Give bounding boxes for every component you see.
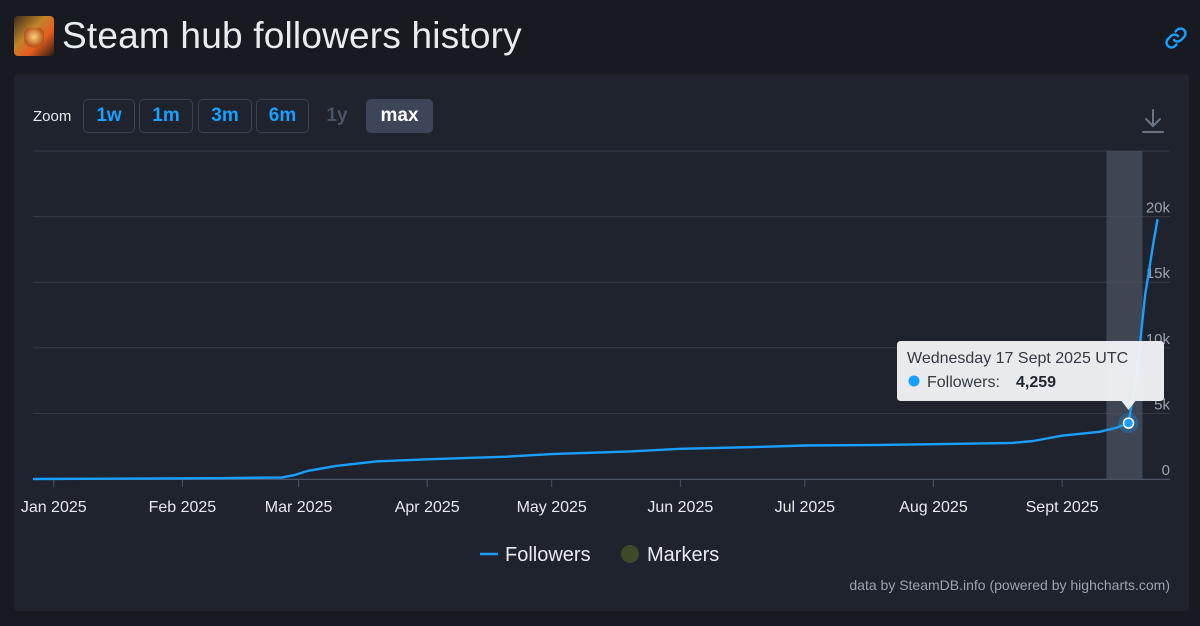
x-tick-label: May 2025 — [517, 499, 587, 516]
zoom-6m-button[interactable]: 6m — [256, 99, 309, 133]
chart-panel: Zoom 1w 1m 3m 6m 1y max 0 5k 10k 15k 20k Jan … — [14, 74, 1189, 611]
zoom-3m-button[interactable]: 3m — [198, 99, 252, 133]
x-tick-label: Mar 2025 — [265, 499, 333, 516]
x-tick-label: Feb 2025 — [149, 499, 217, 516]
y-tick-label: 15k — [1146, 265, 1171, 282]
legend-markers-label[interactable]: Markers — [647, 544, 719, 566]
x-tick-label: Jan 2025 — [21, 499, 87, 516]
tooltip-value: 4,259 — [1016, 374, 1056, 391]
zoom-1m-button[interactable]: 1m — [139, 99, 193, 133]
tooltip-series-label: Followers: — [927, 374, 1000, 391]
x-tick-label: Apr 2025 — [395, 499, 460, 516]
x-tick-label: Jul 2025 — [775, 499, 836, 516]
tooltip-series-dot — [908, 375, 920, 387]
x-tick-label: Aug 2025 — [899, 499, 968, 516]
zoom-label: Zoom — [33, 108, 72, 125]
page-header: Steam hub followers history — [14, 14, 522, 58]
y-tick-label: 20k — [1146, 200, 1171, 217]
credit-text[interactable]: data by SteamDB.info (powered by highcha… — [849, 577, 1170, 593]
download-icon[interactable] — [1141, 108, 1165, 134]
hover-point — [1122, 417, 1135, 429]
zoom-1y-button: 1y — [314, 99, 360, 133]
zoom-max-button[interactable]: max — [366, 99, 433, 133]
legend-followers-label[interactable]: Followers — [505, 544, 591, 566]
x-tick-label: Jun 2025 — [647, 499, 713, 516]
zoom-1w-button[interactable]: 1w — [83, 99, 135, 133]
page-title: Steam hub followers history — [62, 15, 522, 56]
game-icon — [14, 16, 54, 56]
y-tick-label: 0 — [1162, 462, 1170, 479]
tooltip-date: Wednesday 17 Sept 2025 UTC — [907, 350, 1128, 367]
tooltip-box — [897, 341, 1164, 410]
legend-markers-swatch — [621, 545, 639, 563]
x-tick-label: Sept 2025 — [1026, 499, 1099, 516]
link-icon[interactable] — [1164, 26, 1188, 50]
